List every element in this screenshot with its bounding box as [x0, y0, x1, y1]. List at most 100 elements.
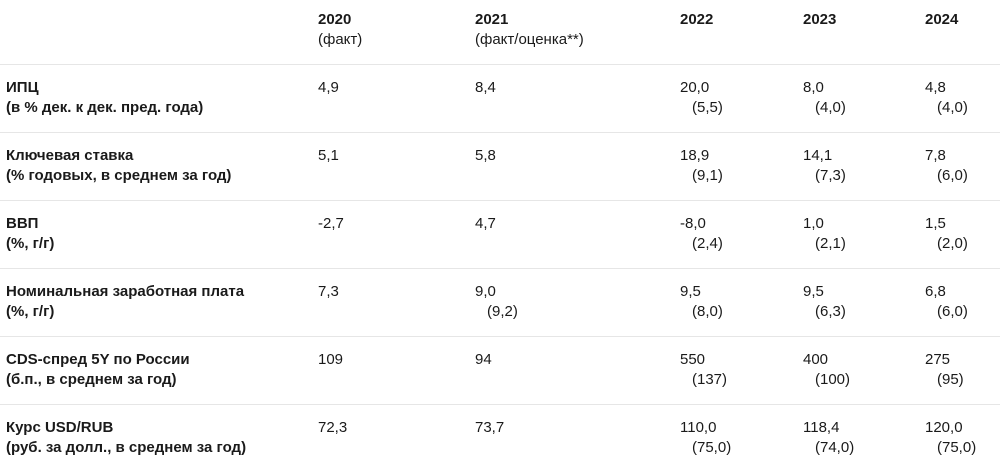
value-base-scenario: (5,5) — [692, 99, 723, 116]
value-main: 73,7 — [475, 419, 505, 436]
value-main: 4,8 — [925, 79, 946, 96]
value-main: 275 — [925, 351, 951, 368]
row-title: Номинальная заработная плата — [6, 283, 245, 300]
value-main: 400 — [803, 351, 829, 368]
value-main: 8,0 — [803, 79, 824, 96]
value-main: 9,5 — [803, 283, 824, 300]
value-base-scenario: (2,0) — [937, 235, 968, 252]
value-cell-2022: 20,0 (5,5) — [680, 78, 723, 118]
value-cell-2020: 72,3 — [318, 418, 347, 438]
row-title: ИПЦ — [6, 79, 39, 96]
row-title: ВВП — [6, 215, 39, 232]
value-cell-2022: 18,9 (9,1) — [680, 146, 723, 186]
value-cell-2024: 6,8 (6,0) — [925, 282, 968, 322]
value-cell-2021: 5,8 — [475, 146, 496, 166]
header-cell-2023: 2023 — [803, 10, 836, 30]
value-cell-2024: 120,0 (75,0) — [925, 418, 976, 458]
header-year: 2022 — [680, 11, 714, 28]
value-base-scenario: (2,1) — [815, 235, 846, 252]
value-main: 7,8 — [925, 147, 946, 164]
value-base-scenario: (8,0) — [692, 303, 723, 320]
value-main: 7,3 — [318, 283, 339, 300]
row-unit: (б.п., в среднем за год) — [6, 371, 177, 388]
row-label: Курс USD/RUB (руб. за долл., в среднем з… — [6, 418, 246, 458]
value-main: 110,0 — [680, 419, 717, 436]
value-main: 20,0 — [680, 79, 710, 96]
value-main: 9,0 — [475, 283, 496, 300]
value-cell-2022: 9,5 (8,0) — [680, 282, 723, 322]
header-cell-2022: 2022 — [680, 10, 713, 30]
value-base-scenario: (6,0) — [937, 303, 968, 320]
value-cell-2021: 94 — [475, 350, 492, 370]
value-main: 72,3 — [318, 419, 348, 436]
value-cell-2023: 14,1 (7,3) — [803, 146, 846, 186]
table-row: Курс USD/RUB (руб. за долл., в среднем з… — [0, 405, 1000, 471]
value-cell-2021: 73,7 — [475, 418, 504, 438]
header-year: 2023 — [803, 11, 837, 28]
header-year: 2020 — [318, 11, 352, 28]
value-base-scenario: (9,2) — [487, 303, 518, 320]
value-cell-2023: 118,4 (74,0) — [803, 418, 854, 458]
value-cell-2021: 9,0 (9,2) — [475, 282, 518, 322]
header-note: (факт) — [318, 31, 363, 48]
value-cell-2020: -2,7 — [318, 214, 344, 234]
header-cell-2024: 2024 — [925, 10, 958, 30]
value-base-scenario: (74,0) — [815, 439, 855, 456]
row-title: Ключевая ставка — [6, 147, 134, 164]
value-main: 5,1 — [318, 147, 339, 164]
table-row: Номинальная заработная плата (%, г/г) 7,… — [0, 269, 1000, 337]
value-base-scenario: (6,3) — [815, 303, 846, 320]
value-main: 8,4 — [475, 79, 496, 96]
value-main: 94 — [475, 351, 492, 368]
row-title: CDS-спред 5Y по России — [6, 351, 190, 368]
value-cell-2023: 400 (100) — [803, 350, 850, 390]
value-cell-2024: 7,8 (6,0) — [925, 146, 968, 186]
value-main: -8,0 — [680, 215, 706, 232]
row-unit: (руб. за долл., в среднем за год) — [6, 439, 247, 456]
value-base-scenario: (4,0) — [937, 99, 968, 116]
value-cell-2020: 5,1 — [318, 146, 339, 166]
value-cell-2021: 4,7 — [475, 214, 496, 234]
value-main: 109 — [318, 351, 344, 368]
table-row: ВВП (%, г/г) -2,7 4,7 -8,0 (2,4) 1,0 (2,1)… — [0, 201, 1000, 269]
value-base-scenario: (4,0) — [815, 99, 846, 116]
value-main: 118,4 — [803, 419, 840, 436]
row-label: CDS-спред 5Y по России (б.п., в среднем … — [6, 350, 190, 390]
value-main: 1,0 — [803, 215, 824, 232]
value-cell-2024: 4,8 (4,0) — [925, 78, 968, 118]
value-base-scenario: (75,0) — [692, 439, 732, 456]
row-label: ИПЦ (в % дек. к дек. пред. года) — [6, 78, 203, 118]
value-main: 4,7 — [475, 215, 496, 232]
value-base-scenario: (100) — [815, 371, 851, 388]
value-cell-2022: 110,0 (75,0) — [680, 418, 731, 458]
value-cell-2023: 8,0 (4,0) — [803, 78, 846, 118]
header-year: 2024 — [925, 11, 959, 28]
value-main: 9,5 — [680, 283, 701, 300]
row-label: Номинальная заработная плата (%, г/г) — [6, 282, 244, 322]
header-cell-2020: 2020 (факт) — [318, 10, 362, 50]
header-year: 2021 — [475, 11, 509, 28]
value-cell-2020: 7,3 — [318, 282, 339, 302]
value-base-scenario: (7,3) — [815, 167, 846, 184]
table-header-row: 2020 (факт) 2021 (факт/оценка**) 2022 20… — [0, 0, 1000, 65]
row-title: Курс USD/RUB — [6, 419, 114, 436]
row-unit: (%, г/г) — [6, 235, 55, 252]
value-cell-2020: 4,9 — [318, 78, 339, 98]
value-main: 550 — [680, 351, 706, 368]
table-row: CDS-спред 5Y по России (б.п., в среднем … — [0, 337, 1000, 405]
value-base-scenario: (137) — [692, 371, 728, 388]
row-unit: (в % дек. к дек. пред. года) — [6, 99, 204, 116]
value-main: 5,8 — [475, 147, 496, 164]
value-main: 18,9 — [680, 147, 710, 164]
value-main: 120,0 — [925, 419, 963, 436]
value-main: 1,5 — [925, 215, 946, 232]
value-main: -2,7 — [318, 215, 344, 232]
value-base-scenario: (75,0) — [937, 439, 977, 456]
value-main: 6,8 — [925, 283, 946, 300]
value-cell-2023: 1,0 (2,1) — [803, 214, 846, 254]
row-label: Ключевая ставка (% годовых, в среднем за… — [6, 146, 231, 186]
value-base-scenario: (6,0) — [937, 167, 968, 184]
value-base-scenario: (9,1) — [692, 167, 723, 184]
header-note: (факт/оценка**) — [475, 31, 584, 48]
value-cell-2021: 8,4 — [475, 78, 496, 98]
